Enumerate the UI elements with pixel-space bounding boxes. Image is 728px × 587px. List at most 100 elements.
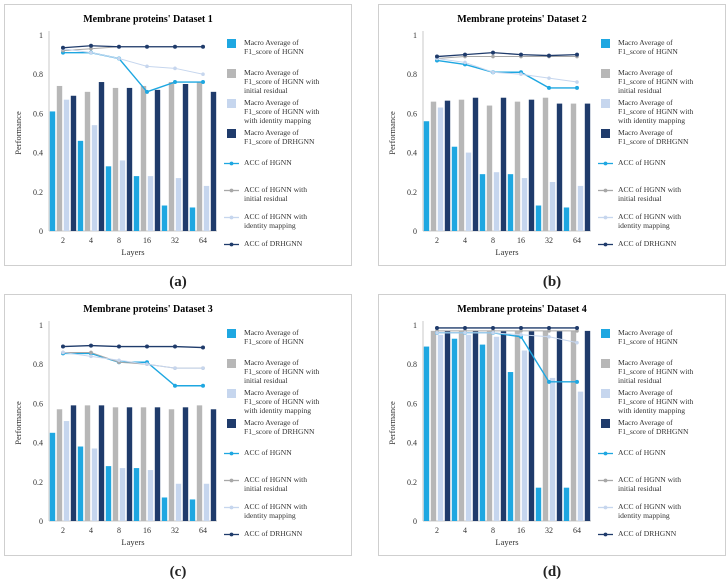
legend-label: F1_score of HGNN with [618, 367, 693, 376]
line-point-series-4 [463, 325, 467, 330]
bar-series-3 [549, 182, 556, 231]
line-point-series-3 [145, 362, 149, 366]
line-point-series-3 [117, 358, 121, 363]
line-point-series-3 [463, 60, 467, 65]
legend-swatch-bar [601, 39, 610, 48]
legend-label: F1_score of HGNN with [618, 397, 693, 406]
bar-series-4 [444, 100, 451, 231]
legend-label: initial residual [618, 484, 662, 493]
legend-swatch-marker [229, 478, 234, 483]
y-tick-label: 0.6 [407, 109, 417, 118]
legend-label: Macro Average of [618, 388, 673, 397]
x-tick-label: 4 [89, 236, 93, 245]
bar-series-2 [84, 405, 91, 521]
bar-series-4 [70, 405, 77, 521]
x-tick-label: 64 [199, 236, 207, 245]
line-point-series-4 [61, 45, 65, 50]
legend-swatch-marker [229, 242, 234, 247]
legend-label: ACC of HGNN with [244, 502, 307, 511]
line-point-series-2 [89, 350, 93, 355]
y-tick-label: 0.4 [407, 149, 417, 158]
chart-dataset-3: Membrane proteins' Dataset 3 0 0.2 0.4 0.6 0.… [13, 304, 319, 547]
bar-series-4 [182, 84, 189, 231]
legend-label: Macro Average of [618, 328, 673, 337]
bar-series-3 [203, 483, 210, 521]
legend-label: ACC of HGNN with [618, 475, 681, 484]
bar-series-3 [175, 178, 182, 231]
legend-label: identity mapping [244, 221, 296, 230]
bar-series-2 [486, 105, 493, 231]
legend-label: initial residual [618, 376, 662, 385]
bar-series-2 [514, 101, 521, 231]
line-point-series-3 [547, 334, 551, 339]
bar-series-4 [126, 87, 133, 231]
line-point-series-3 [117, 56, 121, 61]
line-point-series-2 [519, 329, 523, 333]
bar-series-1 [77, 446, 84, 521]
bar-series-2 [140, 85, 147, 232]
bar-series-2 [112, 407, 119, 521]
legend-label: F1_score of HGNN [618, 337, 678, 346]
line-series-3 [437, 332, 578, 344]
bar-series-2 [112, 87, 119, 231]
line-point-series-4 [145, 344, 149, 349]
legend-label: F1_score of HGNN with [244, 367, 319, 376]
legend-label: F1_score of HGNN [618, 47, 678, 56]
x-tick-label: 2 [61, 526, 65, 535]
line-series-4 [62, 344, 204, 349]
line-point-series-3 [575, 80, 579, 84]
x-tick-label: 16 [517, 236, 525, 245]
bar-series-4 [528, 99, 535, 232]
bar-series-2 [430, 101, 437, 231]
bar-series-3 [465, 152, 472, 231]
bar-series-3 [437, 334, 444, 521]
line-point-series-3 [519, 333, 523, 337]
line-series-1 [63, 352, 203, 387]
bar-series-3 [577, 185, 584, 231]
bar-series-4 [556, 330, 563, 521]
x-tick-label: 4 [463, 236, 467, 245]
legend-swatch-bar [601, 329, 610, 338]
y-tick-label: 0.6 [33, 399, 43, 408]
bar-series-3 [91, 125, 98, 231]
y-tick-label: 0.8 [33, 70, 43, 79]
legend-swatch-marker [603, 215, 608, 220]
legend-swatch-marker [229, 505, 234, 510]
bar-series-3 [119, 160, 126, 231]
bar-series-4 [210, 91, 217, 231]
line-point-series-4 [117, 44, 121, 49]
line-point-series-3 [89, 354, 93, 359]
line-series-3 [62, 351, 203, 369]
legend-label: with identity mapping [244, 406, 311, 415]
bar-series-4 [528, 330, 535, 521]
line-point-series-4 [201, 44, 205, 49]
line-point-series-4 [89, 343, 93, 348]
line-point-series-4 [61, 344, 65, 349]
y-tick-label: 0 [413, 517, 417, 526]
legend-label: Macro Average of [244, 38, 299, 47]
legend-label: ACC of HGNN [618, 158, 666, 167]
legend-label: with identity mapping [618, 406, 685, 415]
legend-swatch-bar [601, 419, 610, 428]
line-series-4 [436, 51, 578, 58]
x-tick-label: 64 [573, 526, 581, 535]
line-point-series-3 [547, 76, 551, 80]
bar-series-1 [189, 207, 196, 231]
bar-series-1 [49, 111, 56, 231]
legend-label: F1_score of HGNN with [618, 107, 693, 116]
legend-label: F1_score of HGNN with [244, 397, 319, 406]
line-series-3 [436, 58, 578, 83]
bar-series-1 [161, 205, 168, 231]
bar-series-3 [91, 448, 98, 521]
legend-label: ACC of HGNN with [244, 185, 307, 194]
y-axis-label: Performance [13, 111, 23, 155]
bar-series-2 [56, 85, 63, 232]
legend-swatch-bar [227, 99, 236, 108]
y-tick-label: 0.4 [33, 149, 43, 158]
legend-swatch-bar [227, 39, 236, 48]
bar-series-4 [556, 103, 563, 231]
x-tick-label: 8 [117, 526, 121, 535]
bar-series-4 [154, 407, 161, 521]
bar-series-2 [486, 330, 493, 521]
legend-swatch-bar [601, 69, 610, 78]
